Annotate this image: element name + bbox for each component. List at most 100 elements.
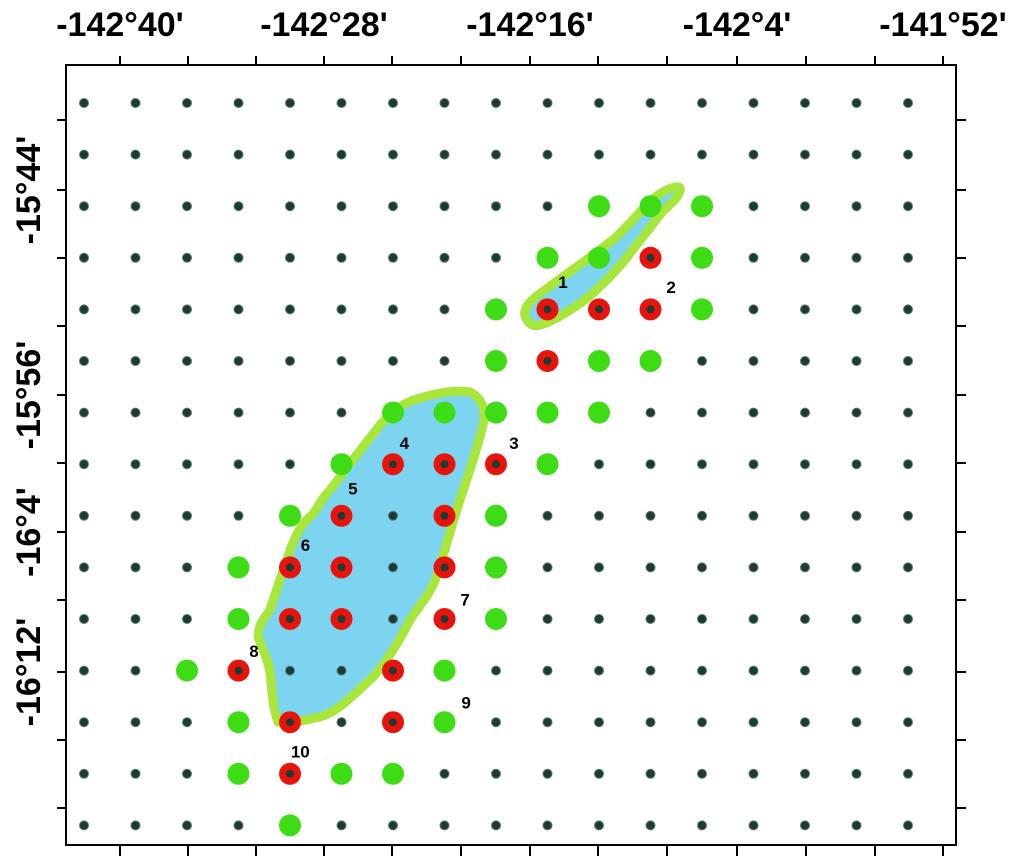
grid-dot xyxy=(594,562,604,573)
grid-dots xyxy=(79,98,913,831)
grid-dot xyxy=(79,768,89,779)
grid-dot xyxy=(182,252,192,263)
green-point xyxy=(227,556,250,579)
grid-dot xyxy=(645,614,656,624)
grid-dot xyxy=(542,201,553,212)
grid-dot xyxy=(336,201,347,212)
grid-dot xyxy=(79,201,89,212)
grid-dot xyxy=(79,665,89,676)
red-point-center xyxy=(234,666,243,675)
grid-dot xyxy=(903,356,913,366)
lon-tick-label-2: -142°28' xyxy=(260,6,388,44)
grid-dot xyxy=(182,98,192,108)
grid-dot xyxy=(697,98,707,108)
grid-dot xyxy=(903,304,913,315)
grid-dot xyxy=(79,304,89,315)
grid-dot xyxy=(79,356,89,366)
grid-dot xyxy=(336,356,347,366)
grid-dot xyxy=(851,149,862,160)
grid-dot xyxy=(542,665,553,676)
grid-dot xyxy=(285,201,295,212)
grid-dot xyxy=(903,149,913,160)
grid-dot xyxy=(542,768,553,779)
grid-dot xyxy=(182,407,192,418)
grid-dot xyxy=(851,614,862,624)
green-point xyxy=(536,401,559,424)
grid-dot xyxy=(800,304,810,315)
red-point-center xyxy=(389,666,397,675)
green-point xyxy=(433,711,456,734)
grid-dot xyxy=(594,614,604,624)
grid-dot xyxy=(800,98,810,108)
grid-dot xyxy=(182,304,192,315)
grid-dot xyxy=(542,98,553,108)
green-point xyxy=(691,298,713,321)
grid-dot xyxy=(130,459,141,470)
grid-dot xyxy=(903,768,913,779)
grid-dot xyxy=(79,459,89,470)
grid-dot xyxy=(182,510,192,521)
grid-dot xyxy=(697,614,707,624)
grid-dot xyxy=(645,562,656,573)
grid-dot xyxy=(233,407,244,418)
green-point xyxy=(433,659,456,682)
grid-dot xyxy=(800,562,810,573)
green-point xyxy=(536,453,559,476)
grid-dot xyxy=(182,459,192,470)
red-point-center xyxy=(595,305,603,314)
green-point xyxy=(588,195,610,218)
grid-dot xyxy=(388,149,398,160)
green-point xyxy=(330,762,353,785)
green-point xyxy=(588,246,610,269)
green-point xyxy=(691,246,713,269)
red-point-center xyxy=(440,511,449,520)
green-point xyxy=(485,556,507,579)
grid-dot xyxy=(851,768,862,779)
point-label-2: 2 xyxy=(666,278,675,297)
grid-dot xyxy=(800,459,810,470)
point-label-5: 5 xyxy=(348,479,357,498)
grid-dot xyxy=(130,768,141,779)
grid-dot xyxy=(388,614,398,624)
grid-dot xyxy=(748,820,759,831)
grid-dot xyxy=(130,252,141,263)
grid-dot xyxy=(748,717,759,728)
point-label-8: 8 xyxy=(249,642,258,661)
grid-dot xyxy=(542,820,553,831)
sample-points xyxy=(176,195,713,837)
grid-dot xyxy=(800,614,810,624)
green-point xyxy=(485,504,507,527)
grid-dot xyxy=(851,356,862,366)
lon-tick-label-1: -142°40' xyxy=(56,6,184,44)
lon-tick-label-5: -141°52' xyxy=(879,6,1007,44)
grid-dot xyxy=(903,201,913,212)
grid-dot xyxy=(336,98,347,108)
grid-dot xyxy=(542,717,553,728)
grid-dot xyxy=(233,201,244,212)
grid-dot xyxy=(439,356,450,366)
grid-dot xyxy=(748,562,759,573)
green-point xyxy=(588,401,610,424)
red-point-center xyxy=(646,253,655,262)
grid-dot xyxy=(748,614,759,624)
green-point xyxy=(330,453,353,476)
green-point xyxy=(227,608,250,630)
grid-dot xyxy=(748,768,759,779)
grid-dot xyxy=(903,717,913,728)
grid-dot xyxy=(130,407,141,418)
grid-dot xyxy=(594,820,604,831)
grid-dot xyxy=(285,459,295,470)
lon-tick-label-3: -142°16' xyxy=(466,6,594,44)
grid-dot xyxy=(182,356,192,366)
green-point xyxy=(279,504,301,527)
grid-dot xyxy=(388,304,398,315)
green-point xyxy=(227,711,250,734)
red-point-center xyxy=(286,769,294,778)
grid-dot xyxy=(697,459,707,470)
grid-dot xyxy=(336,407,347,418)
green-point xyxy=(485,350,507,372)
grid-dot xyxy=(697,820,707,831)
grid-dot xyxy=(130,304,141,315)
point-label-3: 3 xyxy=(509,434,518,453)
green-point xyxy=(433,401,456,424)
